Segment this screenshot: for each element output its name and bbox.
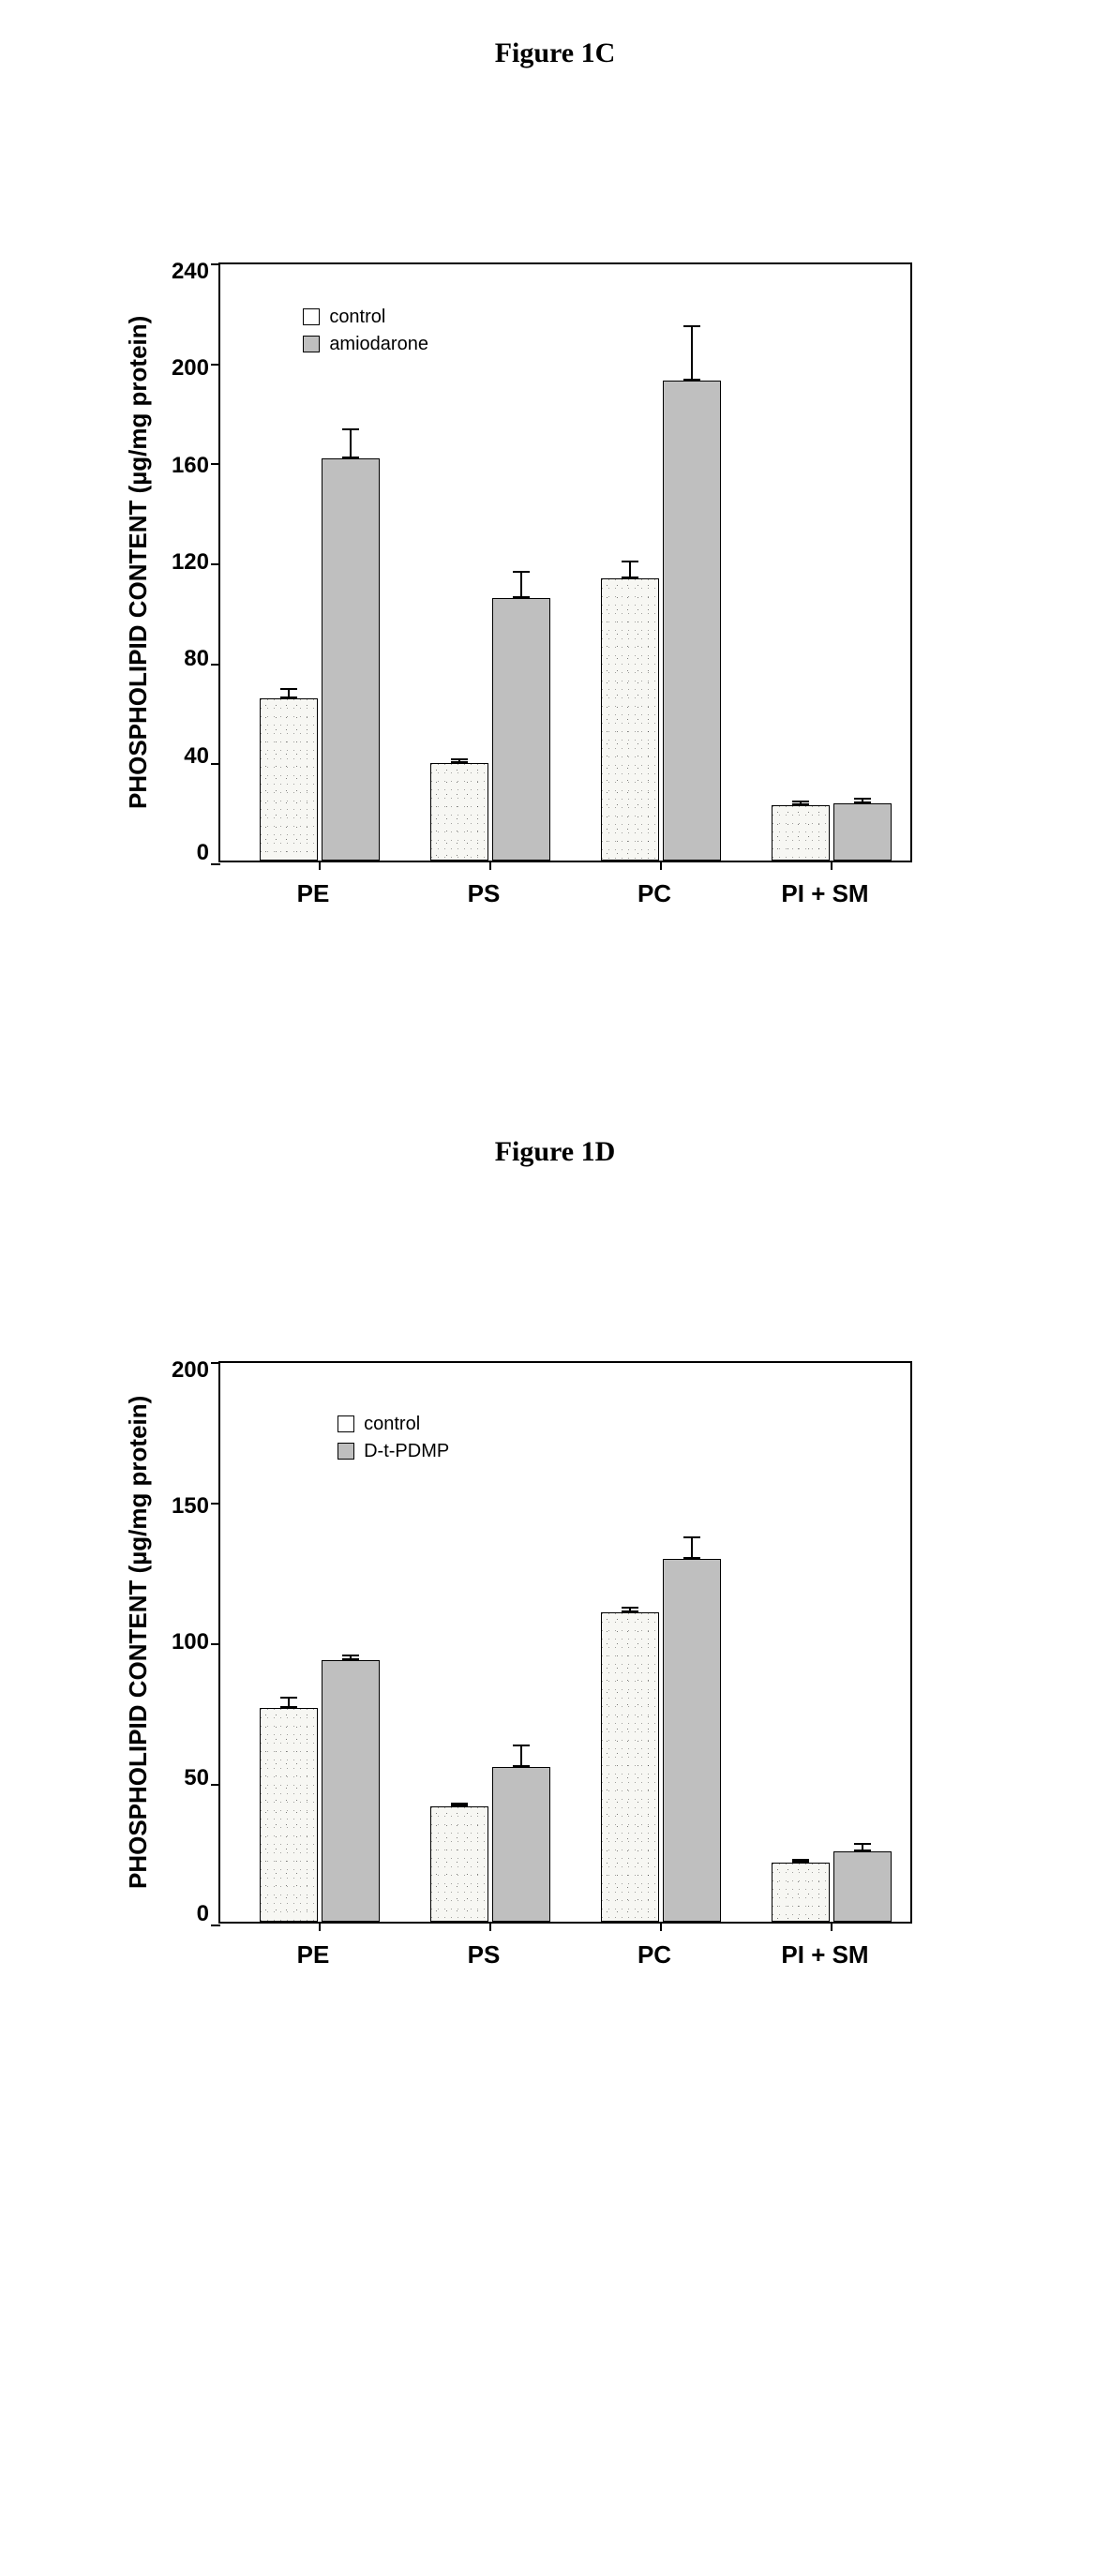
figure-1c-chart: PHOSPHOLIPID CONTENT (µg/mg protein) 240…	[124, 257, 986, 911]
xtick-label: PE	[297, 879, 330, 908]
bar-control	[772, 805, 830, 861]
ytick-mark	[211, 763, 220, 765]
ytick-mark	[211, 1362, 220, 1364]
bar-control	[430, 1806, 488, 1922]
xtick-mark	[660, 1922, 662, 1931]
ytick-label: 160	[172, 455, 209, 477]
figure-1d-ytick-labels: 200 150 100 50 0	[164, 1355, 218, 1929]
xtick-mark	[660, 861, 662, 870]
error-bar	[350, 428, 352, 458]
ytick-mark	[211, 563, 220, 565]
figure-1d-plot-row: PHOSPHOLIPID CONTENT (µg/mg protein) 200…	[124, 1355, 986, 1929]
figure-1c-ytick-labels: 240 200 160 120 80 40 0	[164, 257, 218, 868]
bar-D-t-PDMP	[322, 1660, 380, 1922]
error-bar	[520, 1745, 522, 1767]
xtick-mark	[831, 1922, 832, 1931]
bar-D-t-PDMP	[492, 1767, 550, 1922]
bar-slot	[833, 261, 892, 861]
xtick-mark	[489, 861, 491, 870]
ytick-label: 80	[184, 648, 209, 670]
error-bar	[691, 325, 693, 381]
ytick-mark	[211, 463, 220, 465]
figure-1c-plot-area: control amiodarone	[218, 262, 912, 862]
ytick-mark	[211, 863, 220, 865]
figure-1d-bars	[220, 1363, 910, 1922]
ytick-label: 50	[184, 1767, 209, 1790]
ytick-mark	[211, 1784, 220, 1786]
bar-D-t-PDMP	[663, 1559, 721, 1922]
bar-slot	[772, 1359, 830, 1922]
figure-1d-ylabel: PHOSPHOLIPID CONTENT (µg/mg protein)	[124, 1361, 153, 1924]
ytick-mark	[211, 263, 220, 265]
xtick-label: PS	[468, 879, 501, 908]
figure-1d-title: Figure 1D	[56, 1136, 1054, 1168]
ytick-label: 0	[197, 1903, 209, 1925]
xtick-label: PC	[638, 1940, 671, 1969]
figure-1c-bars	[220, 264, 910, 861]
error-bar	[629, 561, 631, 578]
error-bar	[862, 1843, 863, 1851]
error-bar	[288, 688, 290, 698]
xtick-mark	[831, 861, 832, 870]
xtick-label: PI + SM	[781, 1940, 868, 1969]
figure-1c-plot-row: PHOSPHOLIPID CONTENT (µg/mg protein) 240…	[124, 257, 986, 868]
xtick-mark	[319, 861, 321, 870]
bar-control	[430, 763, 488, 861]
figure-1c: Figure 1C PHOSPHOLIPID CONTENT (µg/mg pr…	[56, 37, 1054, 911]
bar-control	[260, 1708, 318, 1922]
bar-control	[601, 578, 659, 861]
xtick-label: PC	[638, 879, 671, 908]
bar-control	[601, 1612, 659, 1922]
ytick-mark	[211, 1503, 220, 1505]
xtick-label: PI + SM	[781, 879, 868, 908]
bar-D-t-PDMP	[833, 1851, 892, 1922]
ytick-label: 100	[172, 1631, 209, 1654]
figure-1c-ylabel: PHOSPHOLIPID CONTENT (µg/mg protein)	[124, 262, 153, 862]
figure-1d: Figure 1D PHOSPHOLIPID CONTENT (µg/mg pr…	[56, 1136, 1054, 1972]
bar-slot	[772, 261, 830, 861]
ytick-label: 200	[172, 1359, 209, 1382]
ytick-mark	[211, 364, 220, 366]
ytick-label: 0	[197, 842, 209, 864]
ytick-label: 40	[184, 745, 209, 768]
ytick-mark	[211, 1643, 220, 1645]
ytick-mark	[211, 1925, 220, 1926]
ytick-label: 240	[172, 261, 209, 283]
figure-1d-chart: PHOSPHOLIPID CONTENT (µg/mg protein) 200…	[124, 1355, 986, 1972]
ytick-mark	[211, 664, 220, 666]
bar-amiodarone	[492, 598, 550, 861]
error-bar	[520, 571, 522, 598]
error-bar	[691, 1536, 693, 1559]
error-bar	[288, 1697, 290, 1708]
ytick-label: 120	[172, 551, 209, 574]
bar-amiodarone	[322, 458, 380, 861]
bar-control	[260, 698, 318, 861]
xtick-label: PE	[297, 1940, 330, 1969]
ytick-label: 200	[172, 357, 209, 380]
figure-1d-plot-area: control D-t-PDMP	[218, 1361, 912, 1924]
xtick-label: PS	[468, 1940, 501, 1969]
xtick-mark	[319, 1922, 321, 1931]
ytick-label: 150	[172, 1495, 209, 1518]
bar-slot	[833, 1359, 892, 1922]
xtick-mark	[489, 1922, 491, 1931]
figure-1c-xtick-labels: PE PS PC PI + SM	[214, 879, 908, 911]
figure-1c-title: Figure 1C	[56, 37, 1054, 69]
figure-1d-xtick-labels: PE PS PC PI + SM	[214, 1940, 908, 1972]
bar-amiodarone	[663, 381, 721, 861]
bar-amiodarone	[833, 803, 892, 861]
bar-control	[772, 1863, 830, 1922]
